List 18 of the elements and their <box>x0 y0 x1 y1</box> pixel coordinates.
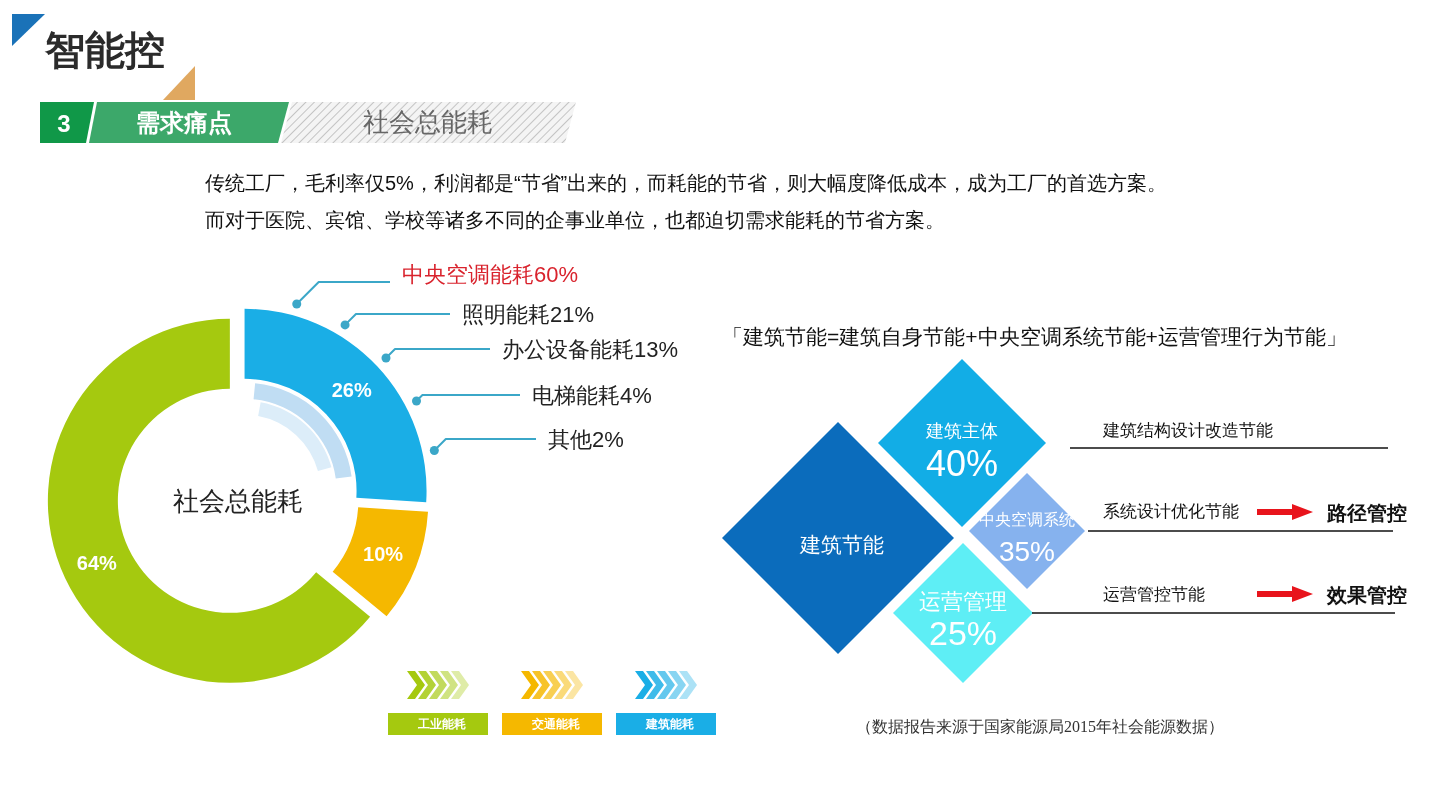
text: 办公设备能耗13% <box>502 336 679 362</box>
text: 社会总能耗 <box>363 107 493 137</box>
text: 智能控 <box>44 28 165 72</box>
text: 照明能耗21% <box>462 301 595 327</box>
text: 中央空调能耗60% <box>402 261 579 287</box>
text: 社会总能耗 <box>173 486 303 516</box>
text: 电梯能耗4% <box>532 382 652 408</box>
text: 而对于医院、宾馆、学校等诸多不同的企事业单位，也都迫切需求能耗的节省方案。 <box>205 209 945 231</box>
text: 传统工厂，毛利率仅5%，利润都是“节省”出来的，而耗能的节省，则大幅度降低成本，成为工厂的首选方案。 <box>205 172 1168 194</box>
text: 其他2% <box>548 426 624 452</box>
legend-label: 工业能耗 <box>417 717 466 731</box>
text: 需求痛点 <box>136 108 232 136</box>
data-label: 10% <box>363 543 404 566</box>
legend-label: 建筑能耗 <box>645 717 694 731</box>
data-label: 26% <box>331 379 372 402</box>
text: 3 <box>57 109 71 137</box>
data-label: 64% <box>76 552 118 575</box>
legend-label: 交通能耗 <box>531 717 580 731</box>
